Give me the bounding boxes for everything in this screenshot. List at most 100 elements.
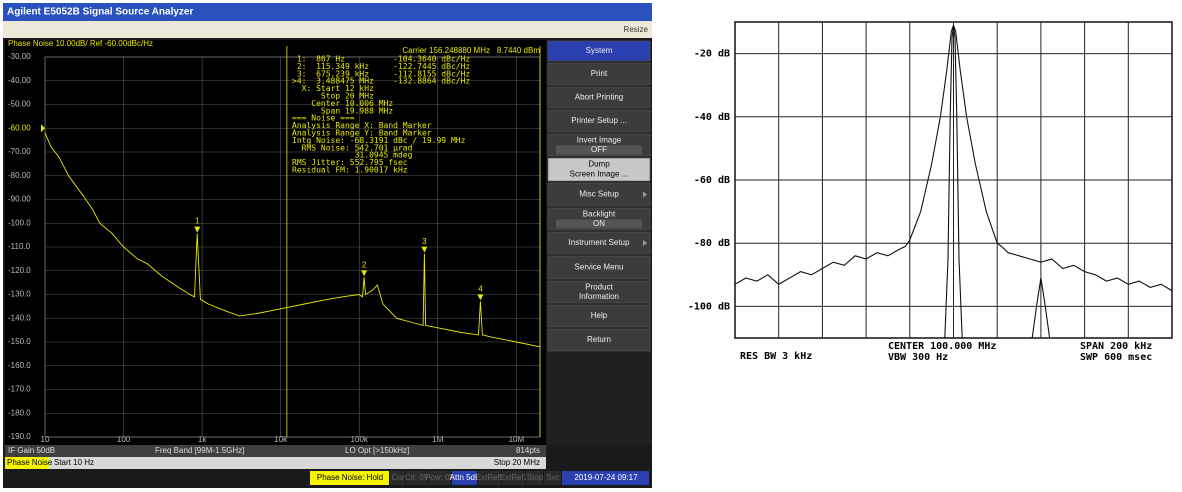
x-tick-label: 1M	[432, 435, 443, 444]
softkey-label: Product	[585, 282, 613, 291]
softkey-label: Service Menu	[575, 263, 624, 272]
softkey-label: Invert Image	[577, 135, 622, 144]
status-text: ExtRef1	[476, 473, 505, 482]
ref-marker	[41, 124, 45, 133]
info-row	[5, 445, 546, 457]
status-cell	[526, 471, 543, 485]
menu-bar	[3, 21, 652, 38]
softkey[interactable]	[547, 182, 651, 207]
y-tick-label: -170.0	[8, 385, 31, 394]
meas-name: Phase Noise	[7, 458, 53, 467]
y-tick-label: -160.0	[8, 361, 31, 370]
y-tick-label: -70.00	[8, 147, 31, 156]
status-text: Pow: 0V	[425, 473, 455, 482]
y-tick-label: -80 dB	[694, 238, 730, 249]
marker-readout: Analysis Range X: Band Marker	[292, 121, 432, 130]
resize-label[interactable]: Resize	[624, 25, 649, 34]
x-tick-label: 1k	[198, 435, 207, 444]
y-tick-label: -140.0	[8, 313, 31, 322]
submenu-arrow	[643, 191, 647, 198]
sweep-row	[5, 457, 546, 469]
marker-label: 4	[478, 284, 483, 293]
lo-opt: LO Opt [>150kHz]	[345, 446, 409, 455]
y-tick-label: -20 dB	[694, 49, 730, 60]
status-text: Ctl: 0V	[405, 473, 430, 482]
spectrum-plot: -20 dB -40 dB -60 dB -80 dB -100 dB	[688, 22, 1173, 339]
status-text: Phase Noise: Hold	[317, 473, 383, 482]
marker	[421, 246, 428, 253]
y-tick-label: -40.00	[8, 76, 31, 85]
softkey-panel: System Print Abort Printing Printer Setup .…	[547, 40, 651, 445]
softkey[interactable]	[547, 231, 651, 255]
softkey[interactable]	[547, 280, 651, 304]
meas-highlight	[5, 457, 49, 469]
start-freq: Start 10 Hz	[54, 458, 94, 467]
y-tick-label: -60 dB	[694, 175, 730, 186]
marker-readout: >4: 3.488475 MHz -132.8864 dBc/Hz	[292, 77, 470, 86]
x-tick-label: 10k	[274, 435, 288, 444]
sweep-time: SWP 600 msec	[1080, 352, 1152, 363]
trace	[44, 132, 541, 348]
marker-readout: RMS Noise: 542.701 µrad	[292, 143, 413, 152]
y-tick-label: -100 dB	[688, 301, 730, 312]
softkey[interactable]	[547, 255, 651, 280]
softkey-label: System	[586, 46, 613, 55]
y-tick-label: -130.0	[8, 290, 31, 299]
y-tick-label: -180.0	[8, 408, 31, 417]
status-cell	[428, 471, 451, 485]
softkey-label: Backlight	[583, 209, 616, 218]
softkey-label: Dump	[588, 160, 610, 169]
marker-readout: Analysis Range Y: Band Marker	[292, 129, 432, 138]
marker	[361, 270, 368, 277]
softkey[interactable]	[547, 109, 651, 133]
carrier-power: 8.7440 dBm	[497, 46, 540, 55]
status-text: Stop	[527, 473, 544, 482]
marker-readout: 1: 867 Hz -104.3640 dBc/Hz	[292, 55, 470, 64]
marker-readout: X: Start 12 kHz	[292, 84, 374, 93]
softkey-label: Misc Setup	[579, 190, 619, 199]
softkey[interactable]	[547, 304, 651, 328]
marker	[477, 294, 484, 301]
freq-band: Freq Band [99M-1.5GHz]	[155, 446, 244, 455]
marker-readout: Span 19.988 MHz	[292, 106, 393, 115]
softkey-label: Printer Setup ...	[571, 116, 627, 125]
softkey-label: Abort Printing	[575, 93, 623, 102]
vbw: VBW 300 Hz	[888, 352, 948, 363]
center-freq: CENTER 100.000 MHz	[888, 341, 996, 352]
plot-header: Phase Noise 10.00dB/ Ref -60.00dBc/Hz	[8, 39, 153, 48]
y-tick-label: -60.00	[8, 123, 31, 132]
x-tick-label: 100	[117, 435, 131, 444]
status-cell	[544, 471, 561, 485]
points: 814pts	[516, 446, 540, 455]
marker-readout: 3: 675.239 kHz -112.8155 dBc/Hz	[292, 69, 470, 78]
x-tick-label: 10M	[509, 435, 525, 444]
softkey-label: Print	[591, 69, 608, 78]
carrier: Carrier 156.248880 MHz	[402, 46, 490, 55]
softkey-label: Help	[591, 311, 608, 320]
y-tick-label: -100.0	[8, 218, 31, 227]
softkey-label: Instrument Setup	[569, 238, 630, 247]
status-text: Attn 5dB	[450, 473, 481, 482]
spectrum-trace	[944, 25, 1051, 339]
marker-readout: 31.0945 mdeg	[292, 151, 413, 160]
y-tick-label: -80.00	[8, 171, 31, 180]
y-tick-label: -120.0	[8, 266, 31, 275]
softkey[interactable]	[547, 86, 651, 109]
status-text: Cor	[392, 473, 405, 482]
softkey[interactable]	[547, 62, 651, 86]
y-tick-label: -150.0	[8, 337, 31, 346]
marker-readout: === Noise ===	[292, 114, 355, 123]
softkey	[547, 40, 651, 62]
marker-readout: Intg Noise: -68.3191 dBc / 19.99 MHz	[292, 136, 466, 145]
softkey[interactable]	[547, 157, 651, 182]
softkey[interactable]	[547, 328, 651, 352]
status-cell	[390, 471, 405, 485]
phase-noise-plot: -30.00 -40.00 -50.00 -60.00 -70.00 -80.00 -90.…	[8, 46, 541, 444]
softkey-value: ON	[593, 219, 605, 228]
y-tick-label: -110.0	[8, 242, 31, 251]
softkey-value-box	[556, 145, 642, 155]
y-tick-label: -90.00	[8, 195, 31, 204]
marker-readout: Residual FM: 1.90017 kHz	[292, 166, 408, 175]
marker-readout: 2: 115.349 kHz -122.7445 dBc/Hz	[292, 62, 470, 71]
